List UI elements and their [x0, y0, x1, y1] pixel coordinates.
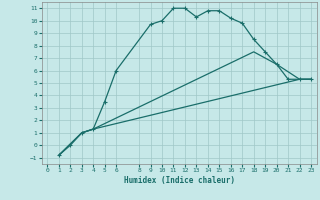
X-axis label: Humidex (Indice chaleur): Humidex (Indice chaleur) — [124, 176, 235, 185]
